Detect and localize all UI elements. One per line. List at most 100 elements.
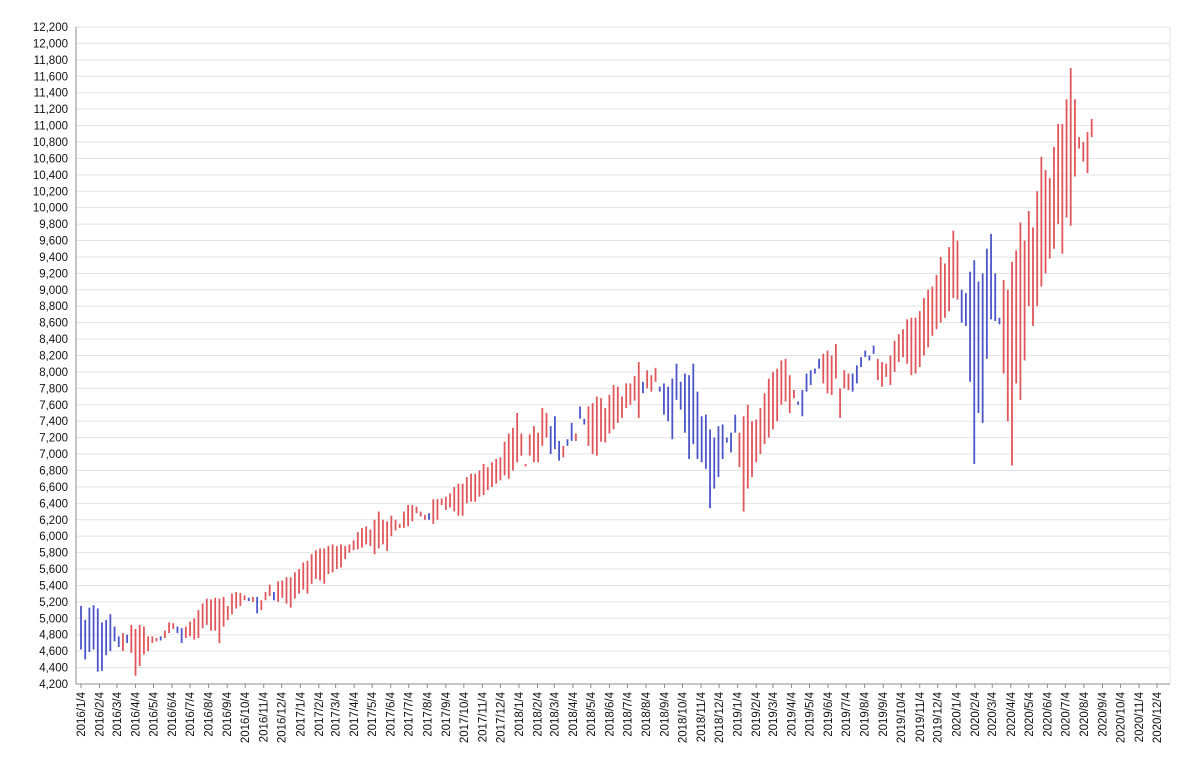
range-bar-down bbox=[688, 375, 690, 459]
range-bar-up bbox=[436, 499, 439, 520]
range-bar-up bbox=[398, 523, 401, 528]
range-bar-down bbox=[814, 368, 816, 374]
range-bar-up bbox=[302, 562, 305, 590]
range-bar-up bbox=[918, 311, 921, 367]
range-bar-down bbox=[273, 592, 275, 601]
range-bar-up bbox=[633, 376, 636, 401]
range-bar-up bbox=[528, 434, 531, 456]
y-tick-label: 5,200 bbox=[39, 597, 68, 609]
range-bar-up bbox=[776, 368, 779, 422]
range-bar-up bbox=[151, 636, 154, 643]
range-bar-down bbox=[717, 426, 720, 478]
range-bar-up bbox=[491, 462, 493, 487]
range-bar-up bbox=[264, 592, 267, 601]
range-bar-down bbox=[88, 607, 91, 652]
x-tick-label: 2019/12/4 bbox=[933, 691, 945, 743]
range-bar-down bbox=[579, 406, 581, 419]
x-tick-label: 2018/3/4 bbox=[549, 691, 561, 736]
range-bar-down bbox=[713, 437, 716, 489]
y-tick-label: 8,400 bbox=[39, 334, 68, 346]
range-bar-up bbox=[189, 621, 191, 637]
y-tick-label: 9,800 bbox=[39, 219, 68, 231]
x-tick-label: 2017/7/4 bbox=[404, 691, 416, 736]
range-bar-up bbox=[600, 398, 602, 442]
x-tick-label: 2018/4/4 bbox=[568, 691, 580, 736]
y-tick-label: 5,800 bbox=[39, 548, 68, 560]
range-bar-up bbox=[587, 406, 590, 446]
range-bar-up bbox=[394, 519, 397, 531]
gridlines bbox=[76, 26, 1171, 685]
range-bar-up bbox=[533, 426, 535, 463]
range-bar-up bbox=[906, 319, 909, 364]
x-tick-label: 2016/3/4 bbox=[112, 691, 124, 736]
range-bar-up bbox=[541, 408, 544, 446]
range-bar-up bbox=[1057, 123, 1060, 225]
range-bar-up bbox=[746, 404, 749, 489]
range-bar-up bbox=[1048, 178, 1051, 259]
range-bar-up bbox=[478, 470, 481, 497]
range-bar-up bbox=[184, 626, 187, 639]
range-bar-up bbox=[767, 378, 770, 438]
range-bar-down bbox=[860, 357, 862, 367]
range-bar-up bbox=[495, 458, 498, 484]
range-bar-down bbox=[96, 608, 99, 672]
range-bar-up bbox=[595, 396, 598, 456]
x-tick-label: 2020/6/4 bbox=[1042, 691, 1054, 736]
range-bar-down bbox=[176, 626, 179, 634]
range-bar-up bbox=[444, 496, 447, 510]
range-bar-up bbox=[616, 386, 619, 423]
range-bar-up bbox=[130, 624, 133, 653]
x-tick-label: 2018/12/4 bbox=[714, 691, 726, 743]
range-bar-up bbox=[235, 592, 238, 609]
range-bar-down bbox=[981, 273, 984, 423]
range-bar-up bbox=[1032, 227, 1034, 326]
x-tick-label: 2016/1/4 bbox=[76, 691, 88, 736]
range-bar-up bbox=[147, 636, 150, 652]
y-tick-label: 5,600 bbox=[39, 564, 68, 576]
x-tick-label: 2019/5/4 bbox=[805, 691, 817, 736]
range-bar-up bbox=[512, 427, 514, 471]
range-bar-up bbox=[390, 515, 393, 537]
x-tick-label: 2018/5/4 bbox=[586, 691, 598, 736]
y-tick-label: 8,200 bbox=[39, 351, 68, 363]
y-tick-label: 4,400 bbox=[39, 663, 68, 675]
range-bars bbox=[80, 68, 1093, 676]
range-bar-up bbox=[1036, 191, 1039, 307]
range-bar-up bbox=[625, 383, 628, 409]
y-tick-label: 9,600 bbox=[39, 236, 68, 248]
range-bar-up bbox=[545, 412, 548, 438]
range-bar-up bbox=[637, 362, 640, 418]
range-bar-up bbox=[210, 599, 212, 631]
x-tick-label: 2017/8/4 bbox=[422, 691, 434, 736]
range-bar-down bbox=[998, 317, 1001, 325]
range-bar-up bbox=[524, 463, 527, 467]
range-bar-up bbox=[927, 289, 930, 348]
x-tick-label: 2020/8/4 bbox=[1079, 691, 1091, 736]
range-bar-up bbox=[163, 630, 166, 639]
y-tick-label: 11,600 bbox=[34, 71, 68, 83]
range-bar-up bbox=[763, 393, 766, 445]
range-bar-up bbox=[939, 256, 942, 323]
y-tick-label: 6,400 bbox=[39, 498, 68, 510]
range-bar-down bbox=[663, 383, 665, 415]
range-bar-up bbox=[268, 584, 271, 597]
x-tick-label: 2017/12/4 bbox=[495, 691, 507, 743]
range-bar-down bbox=[566, 439, 569, 446]
x-tick-label: 2020/2/4 bbox=[970, 691, 982, 736]
range-bar-up bbox=[759, 408, 762, 455]
y-tick-label: 7,400 bbox=[39, 416, 68, 428]
range-bar-up bbox=[520, 433, 523, 456]
range-bar-up bbox=[201, 603, 204, 629]
y-tick-label: 5,400 bbox=[39, 580, 68, 592]
x-tick-label: 2019/2/4 bbox=[751, 691, 763, 736]
range-bar-up bbox=[327, 546, 330, 574]
range-bar-up bbox=[742, 416, 745, 512]
range-bar-down bbox=[84, 619, 87, 660]
range-bar-up bbox=[340, 544, 342, 568]
range-bar-up bbox=[361, 527, 363, 548]
range-bar-up bbox=[902, 329, 904, 358]
x-tick-label: 2017/6/4 bbox=[386, 691, 398, 736]
range-bar-up bbox=[335, 546, 338, 570]
range-bar-up bbox=[344, 546, 347, 560]
range-bar-down bbox=[725, 437, 728, 443]
